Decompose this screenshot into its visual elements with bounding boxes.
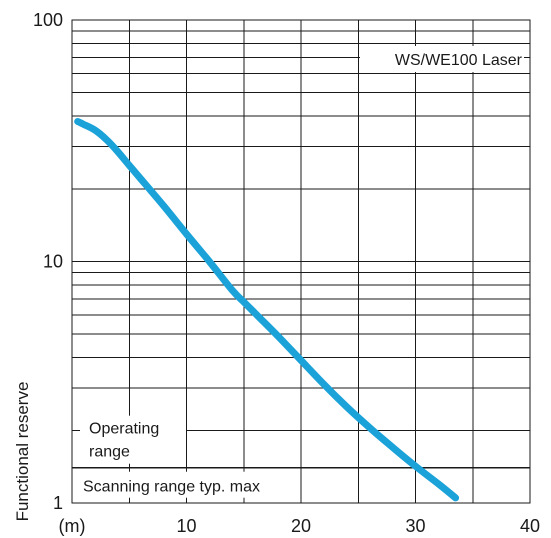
x-tick-labels: 10 20 30 40 <box>176 516 540 536</box>
annotation-layer: Operating range Scanning range typ. max … <box>72 46 530 498</box>
y-tick-label: 10 <box>43 252 63 272</box>
x-tick-label: 10 <box>176 516 196 536</box>
y-tick-label: 100 <box>33 10 63 30</box>
operating-range-mask <box>80 415 186 464</box>
scanning-range-mask <box>78 471 288 498</box>
x-tick-label: 20 <box>291 516 311 536</box>
plot-frame <box>71 19 531 504</box>
functional-reserve-curve-0 <box>74 118 460 502</box>
series-layer <box>74 118 460 502</box>
x-axis-unit-label: (m) <box>59 516 86 536</box>
chart-title-mask <box>360 46 524 72</box>
x-tick-label: 40 <box>520 516 540 536</box>
y-tick-label: 1 <box>53 493 63 513</box>
operating-range-label-line1: Operating <box>89 421 159 438</box>
x-tick-label: 30 <box>405 516 425 536</box>
y-tick-labels: 1 10 100 <box>33 10 63 513</box>
chart-title: WS/WE100 Laser <box>395 52 523 69</box>
scanning-range-label: Scanning range typ. max <box>83 479 260 496</box>
y-axis-label: Functional reserve <box>13 382 32 522</box>
operating-range-label-line2: range <box>89 444 130 461</box>
